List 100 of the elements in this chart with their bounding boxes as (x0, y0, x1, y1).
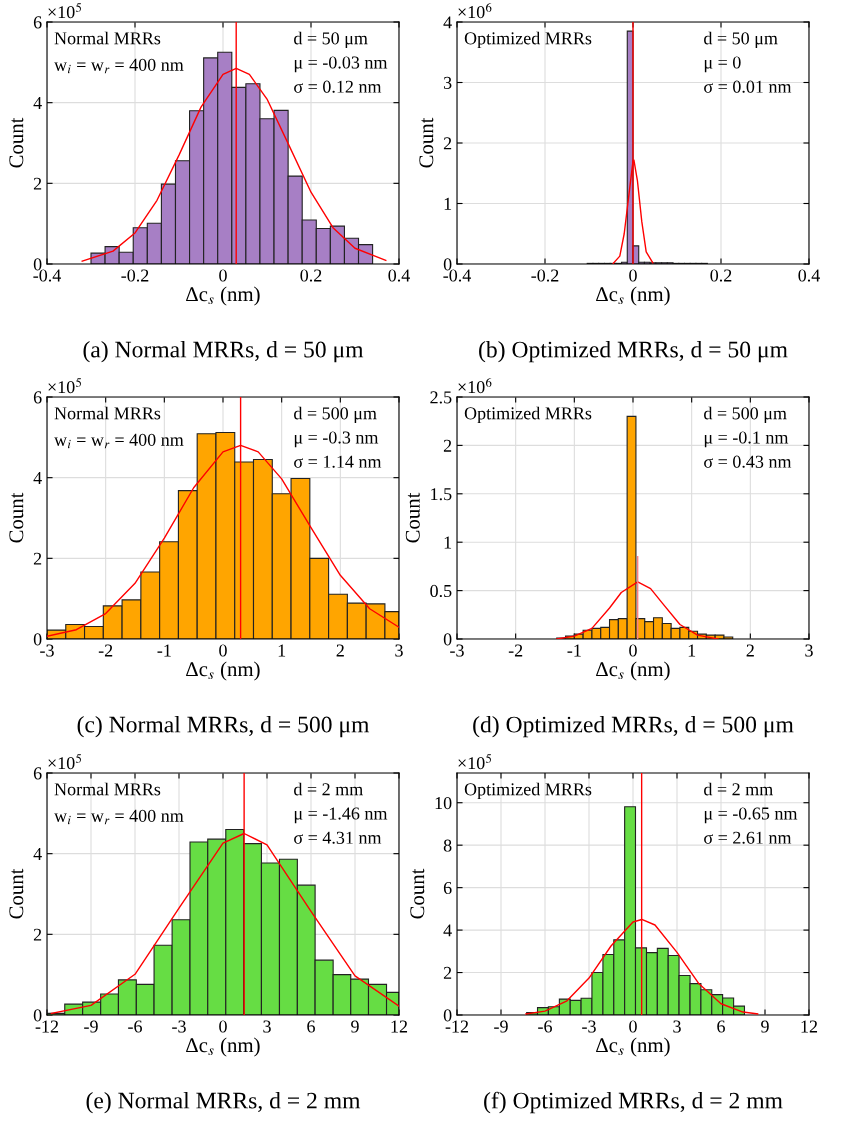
annotation: μ = -1.46 nm (294, 807, 388, 824)
annotation: w$_{i}$ = w$_{r}$ = 400 nm (54, 58, 184, 74)
x-axis-title: Δc$_{s}$ (nm) (186, 286, 260, 306)
y-tick-label: 4 (33, 97, 42, 109)
x-tick-label: -3 (40, 644, 54, 657)
x-tick-label: 0.2 (710, 269, 732, 282)
x-tick-label: 0.4 (388, 269, 410, 282)
y-tick-label: 6 (33, 391, 42, 404)
y-tick-label: 2 (443, 966, 452, 979)
x-axis-title: Δc$_{s}$ (nm) (596, 286, 670, 306)
x-tick-label: -12 (445, 1020, 469, 1033)
x-tick-label: -2 (98, 644, 113, 657)
text: (e) Normal MRRs, d = 2 mm (86, 1091, 361, 1114)
x-tick-label: 1 (688, 644, 696, 657)
y-axis-title: Count (410, 868, 425, 919)
y-axis-title: Count (9, 868, 24, 919)
x-tick-label: 6 (307, 1020, 315, 1033)
x-tick-label: 0 (629, 269, 637, 282)
text: (c) Normal MRRs, d = 500 μm (77, 715, 370, 738)
y-axis-title: Count (9, 492, 24, 543)
x-tick-label: -3 (450, 644, 464, 657)
y-tick-label: 6 (33, 16, 42, 29)
annotation: d = 50 μm (704, 31, 778, 49)
y-tick-label: 0 (443, 1009, 452, 1022)
x-tick-label: 2 (746, 644, 754, 657)
x-tick-label: -3 (172, 1020, 186, 1033)
y-axis-title: Count (9, 117, 24, 168)
text: (a) Normal MRRs, d = 50 μm (83, 340, 364, 363)
x-tick-label: 0.4 (798, 269, 820, 282)
x-tick-label: 0 (629, 644, 637, 657)
x-tick-label: 0.2 (300, 269, 322, 282)
y-axis-title: Count (405, 492, 420, 543)
text: ×10$^{5}$ (48, 753, 82, 770)
y-tick-label: 2 (443, 137, 452, 150)
annotation: d = 2 mm (704, 782, 773, 796)
text: ×10$^{6}$ (458, 377, 492, 394)
x-tick-label: -12 (35, 1020, 59, 1033)
y-tick-label: 4 (33, 848, 42, 860)
y-tick-label: 3 (443, 76, 452, 89)
x-tick-label: 0 (219, 644, 227, 657)
text: ×10$^{5}$ (48, 377, 82, 394)
y-tick-label: 6 (33, 767, 42, 780)
x-tick-label: 12 (391, 1020, 408, 1033)
y-tick-label: 2 (33, 177, 42, 190)
x-tick-label: 0 (219, 1020, 227, 1033)
x-tick-label: -0.4 (443, 269, 472, 282)
annotation: σ = 1.14 nm (294, 455, 382, 468)
x-tick-label: 0 (219, 269, 227, 282)
x-axis-title: Δc$_{s}$ (nm) (186, 661, 260, 681)
annotation: d = 500 μm (704, 406, 787, 424)
text: (f) Optimized MRRs, d = 2 mm (484, 1091, 783, 1114)
y-tick-label: 1 (444, 197, 452, 210)
annotation: Optimized MRRs (464, 406, 592, 424)
x-tick-label: 3 (805, 644, 813, 657)
x-tick-label: 3 (263, 1020, 271, 1033)
y-tick-label: 0 (33, 1009, 42, 1022)
annotation: Normal MRRs (54, 782, 161, 796)
annotation: σ = 0.43 nm (704, 455, 792, 468)
y-tick-label: 0 (33, 633, 42, 646)
y-tick-label: 2.5 (430, 391, 452, 404)
annotation: μ = 0 (704, 56, 741, 73)
annotation: μ = -0.65 nm (704, 807, 798, 824)
x-tick-label: 0 (629, 1020, 637, 1033)
x-tick-label: -3 (582, 1020, 596, 1033)
y-tick-label: 0 (443, 633, 452, 646)
y-tick-label: 0 (33, 258, 42, 271)
y-tick-label: 6 (443, 881, 452, 895)
annotation: d = 50 μm (294, 31, 368, 49)
x-tick-label: -2 (508, 644, 523, 657)
y-tick-label: 2 (443, 439, 452, 452)
y-tick-label: 0 (443, 258, 452, 271)
annotation: d = 2 mm (294, 782, 363, 796)
annotation: w$_{i}$ = w$_{r}$ = 400 nm (54, 433, 184, 449)
x-tick-label: 2 (336, 644, 344, 657)
x-tick-label: -6 (128, 1020, 142, 1033)
x-tick-label: -1 (567, 644, 581, 657)
annotation: Normal MRRs (54, 406, 161, 420)
x-tick-label: 1 (278, 644, 286, 657)
x-tick-label: -0.2 (121, 269, 149, 282)
y-tick-label: 1.5 (431, 488, 452, 501)
x-tick-label: -6 (538, 1020, 552, 1033)
annotation: Optimized MRRs (464, 31, 592, 49)
annotation: Normal MRRs (54, 31, 161, 45)
x-tick-label: 9 (761, 1020, 769, 1033)
x-tick-label: -9 (84, 1020, 98, 1033)
x-tick-label: -1 (157, 644, 171, 657)
annotation: w$_{i}$ = w$_{r}$ = 400 nm (54, 809, 184, 825)
annotation: μ = -0.1 nm (704, 431, 789, 448)
text: (d) Optimized MRRs, d = 500 μm (473, 715, 794, 738)
annotation: μ = -0.03 nm (294, 56, 388, 73)
y-tick-label: 2 (33, 928, 42, 941)
x-tick-label: -0.4 (33, 269, 62, 282)
annotation: σ = 0.12 nm (294, 80, 382, 93)
annotation: σ = 4.31 nm (294, 831, 382, 844)
x-axis-title: Δc$_{s}$ (nm) (596, 1037, 670, 1057)
text: ×10$^{6}$ (458, 2, 492, 19)
x-tick-label: 3 (673, 1020, 681, 1033)
y-tick-label: 1 (444, 536, 452, 549)
x-tick-label: 9 (351, 1020, 359, 1033)
y-tick-label: 0.5 (430, 584, 452, 598)
